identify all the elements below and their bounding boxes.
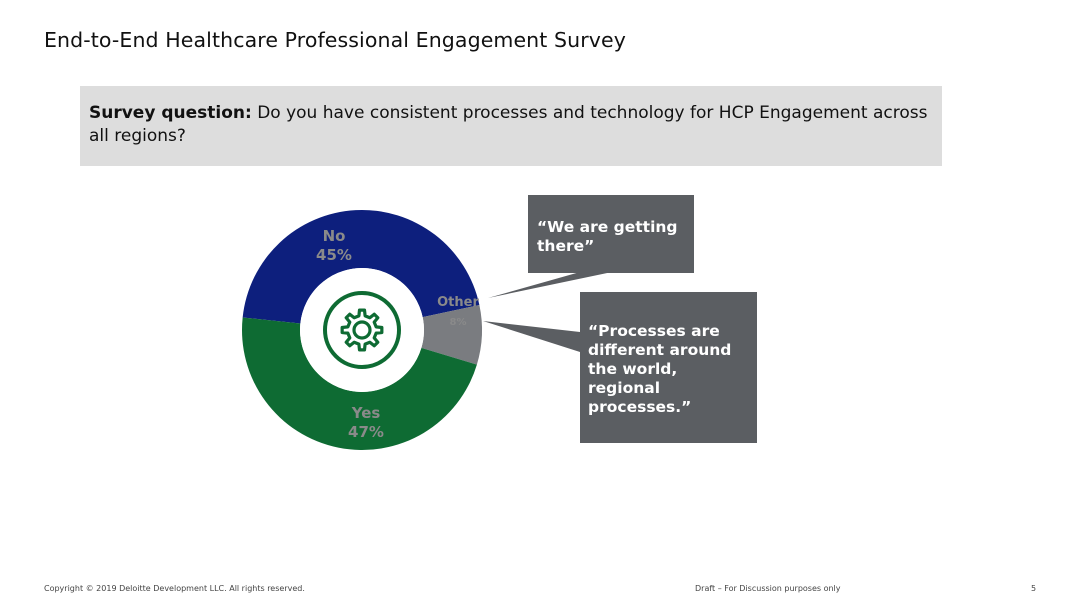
footer-page-number: 5 bbox=[1031, 584, 1037, 593]
gear-icon bbox=[323, 291, 401, 369]
donut-slice-no bbox=[242, 209, 480, 324]
callout-1-text: “We are getting there” bbox=[537, 218, 678, 255]
donut-hole bbox=[300, 268, 424, 392]
survey-question-text: Do you have consistent processes and tec… bbox=[89, 103, 928, 146]
survey-question-box: Survey question: Do you have consistent … bbox=[80, 86, 942, 166]
slice-label-no: No bbox=[323, 227, 346, 245]
slice-label-yes: Yes bbox=[351, 404, 381, 422]
donut-slices bbox=[242, 209, 482, 451]
slice-label-other: Other bbox=[437, 295, 479, 310]
slice-value-no: 45% bbox=[316, 246, 352, 264]
slice-value-yes: 47% bbox=[348, 423, 384, 441]
callout-2-text: “Processes are different around the worl… bbox=[588, 322, 732, 416]
survey-question-label: Survey question: bbox=[89, 103, 252, 123]
footer-draft-note: Draft – For Discussion purposes only bbox=[695, 584, 841, 593]
callout-2-tail bbox=[483, 321, 580, 352]
donut-slice-yes bbox=[242, 317, 477, 451]
slide-title: End-to-End Healthcare Professional Engag… bbox=[44, 28, 626, 52]
footer-copyright: Copyright © 2019 Deloitte Development LL… bbox=[44, 584, 305, 593]
donut-slice-other bbox=[421, 305, 482, 365]
callout-1-tail bbox=[488, 272, 612, 298]
slice-value-other: 8% bbox=[450, 317, 467, 328]
